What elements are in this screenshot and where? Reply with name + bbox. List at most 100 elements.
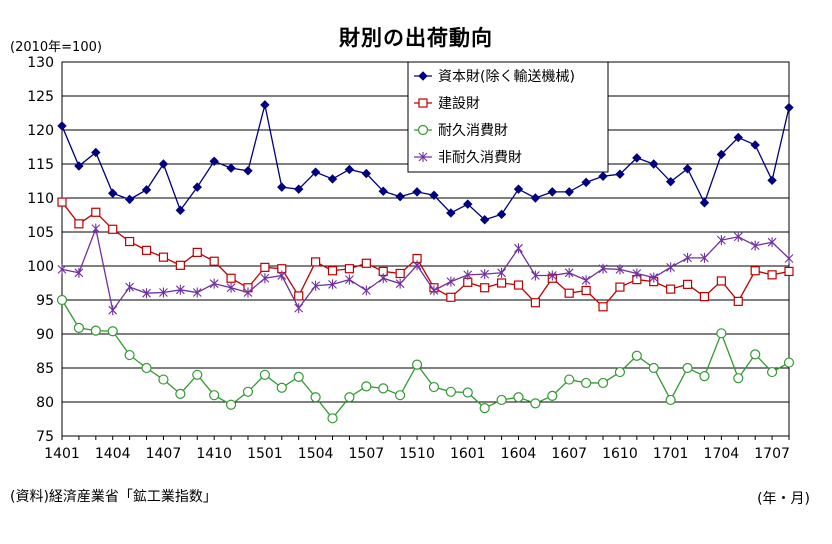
data-point	[108, 188, 118, 198]
data-point	[175, 284, 185, 295]
data-point	[648, 362, 659, 374]
y-tick-label: 90	[36, 327, 54, 343]
x-tick-label: 1501	[247, 446, 283, 462]
data-point	[547, 187, 558, 197]
data-point	[293, 371, 304, 382]
data-point	[311, 257, 321, 267]
data-point	[446, 292, 456, 302]
legend-swatch-marker	[417, 124, 429, 136]
data-point	[175, 260, 185, 270]
data-point	[328, 279, 337, 290]
data-point	[91, 207, 101, 217]
data-point	[158, 159, 169, 169]
data-point	[513, 392, 524, 403]
data-point	[142, 288, 151, 299]
y-tick-label: 95	[36, 293, 54, 309]
data-point	[479, 403, 490, 414]
data-point	[530, 193, 541, 203]
legend-swatch-marker	[418, 71, 428, 81]
data-point	[344, 164, 355, 175]
data-point	[716, 328, 727, 339]
data-point	[260, 273, 270, 284]
data-point	[395, 191, 405, 202]
x-tick-label: 1704	[704, 446, 740, 462]
data-point	[683, 252, 692, 263]
data-point	[226, 273, 236, 283]
data-point	[125, 236, 135, 247]
data-point	[91, 223, 101, 234]
y-tick-label: 105	[27, 225, 54, 241]
data-point	[327, 174, 338, 184]
legend-swatch-marker	[418, 98, 428, 108]
data-point	[666, 284, 676, 294]
y-tick-label: 80	[36, 395, 54, 411]
series-2	[57, 197, 794, 312]
legend-label: 耐久消費財	[438, 123, 508, 139]
data-point	[378, 273, 388, 284]
data-point	[733, 132, 743, 143]
data-point	[226, 163, 236, 173]
data-point	[310, 167, 321, 177]
data-point	[175, 205, 186, 215]
data-point	[479, 215, 490, 225]
data-point	[750, 266, 760, 276]
y-tick-label: 75	[36, 429, 54, 445]
data-point	[480, 269, 490, 280]
data-point	[412, 187, 422, 197]
data-point	[395, 390, 406, 401]
data-point	[108, 305, 118, 316]
data-point	[378, 383, 389, 394]
data-point	[598, 171, 608, 181]
data-point	[784, 102, 794, 113]
x-tick-label: 1701	[653, 446, 689, 462]
data-point	[766, 366, 778, 378]
data-point	[276, 382, 287, 393]
x-tick-label: 1510	[399, 446, 435, 462]
data-point	[581, 285, 591, 296]
data-point	[496, 209, 507, 220]
data-point	[750, 140, 760, 150]
chart-title: 財別の出荷動向	[339, 26, 493, 50]
data-point	[242, 386, 254, 397]
data-point	[294, 291, 304, 301]
data-point	[649, 272, 659, 283]
data-point	[260, 100, 270, 110]
x-tick-label: 1504	[298, 446, 334, 462]
data-point	[57, 197, 67, 207]
data-point	[225, 399, 237, 410]
data-point	[327, 413, 338, 424]
data-point	[682, 279, 693, 289]
y-tick-label: 130	[27, 55, 54, 71]
data-point	[581, 377, 592, 389]
data-point	[463, 269, 473, 280]
data-point	[733, 296, 743, 306]
data-point	[446, 208, 456, 218]
data-point	[716, 276, 726, 286]
data-point	[293, 184, 304, 194]
data-point	[395, 268, 405, 279]
data-point	[530, 298, 540, 308]
y-tick-label: 115	[27, 157, 54, 173]
source-note: (資料)経済産業省「鉱工業指数」	[10, 489, 217, 505]
data-point	[141, 362, 152, 374]
data-point	[564, 267, 574, 278]
data-point	[547, 270, 557, 281]
data-point	[649, 159, 659, 169]
x-tick-label: 1507	[349, 446, 385, 462]
data-point	[615, 169, 625, 179]
data-point	[428, 381, 440, 393]
legend-label: 建設財	[438, 96, 480, 112]
data-point	[108, 224, 118, 234]
data-point	[783, 357, 795, 368]
data-point	[361, 285, 371, 296]
x-tick-label: 1604	[501, 446, 537, 462]
data-point	[277, 182, 287, 192]
data-point	[767, 237, 777, 248]
data-point	[311, 280, 320, 291]
data-point	[158, 374, 169, 385]
data-point	[90, 325, 101, 336]
data-point	[260, 262, 270, 272]
data-point	[480, 283, 490, 293]
data-point	[614, 366, 626, 378]
data-point	[192, 247, 202, 257]
